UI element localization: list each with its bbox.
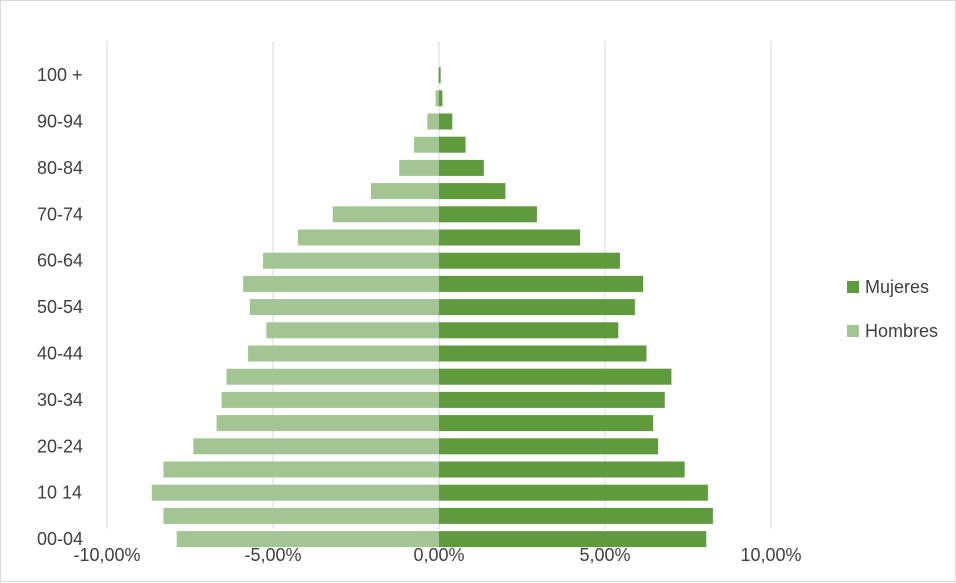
y-tick-label: 00-04 [37,529,83,549]
bar-mujeres-60-64 [439,252,620,269]
x-tick-label: 5,00% [579,545,630,565]
bar-hombres-45-49 [266,322,439,339]
bar-hombres-10-14 [151,484,439,501]
bar-hombres-40-44 [248,345,439,362]
bar-hombres-95-99 [435,90,439,107]
bar-hombres-60-64 [263,252,439,269]
bar-hombres-70-74 [332,206,439,223]
x-tick-label: 0,00% [413,545,464,565]
y-tick-label: 90-94 [37,112,83,132]
y-tick-label: 40-44 [37,344,83,364]
bar-mujeres-80-84 [439,159,484,176]
bar-mujeres-05-09 [439,507,713,524]
legend-item-hombres: Hombres [847,309,938,353]
bar-mujeres-50-54 [439,299,635,316]
bar-mujeres-75-79 [439,183,506,200]
bar-hombres-30-34 [221,391,439,408]
bar-mujeres-55-59 [439,275,644,292]
axis-labels: 00-04 10 14 20-24 30-34 40-44 50-54 60-64 70-74… [37,65,802,565]
y-tick-label: 100 + [37,65,83,85]
y-tick-label: 20-24 [37,436,83,456]
legend-item-mujeres: Mujeres [847,265,938,309]
y-tick-label: 50-54 [37,297,83,317]
bar-mujeres-20-24 [439,438,659,455]
x-tick-label: -5,00% [244,545,301,565]
bar-mujeres-10-14 [439,484,708,501]
y-tick-label: 30-34 [37,390,83,410]
x-tick-label: 10,00% [740,545,801,565]
bar-hombres-90-94 [427,113,439,130]
bar-hombres-65-69 [297,229,439,246]
bar-mujeres-65-69 [439,229,581,246]
bar-hombres-25-29 [216,415,439,432]
bar-mujeres-100-+ [439,67,441,84]
bar-hombres-80-84 [399,159,439,176]
bar-hombres-85-89 [414,136,439,153]
legend-swatch-hombres [847,325,859,337]
legend-label-hombres: Hombres [865,320,939,341]
bar-mujeres-90-94 [439,113,453,130]
bar-mujeres-00-04 [439,531,707,548]
bar-mujeres-40-44 [439,345,647,362]
bar-mujeres-30-34 [439,391,665,408]
bar-mujeres-85-89 [439,136,466,153]
x-tick-label: -10,00% [73,545,140,565]
bar-hombres-00-04 [176,531,439,548]
legend: Mujeres Hombres [847,265,938,353]
y-tick-label: 60-64 [37,251,83,271]
bar-mujeres-15-19 [439,461,685,478]
bar-hombres-20-24 [193,438,439,455]
bar-hombres-50-54 [249,299,439,316]
bar-mujeres-45-49 [439,322,619,339]
bar-mujeres-95-99 [439,90,443,107]
bar-mujeres-25-29 [439,415,654,432]
bar-hombres-05-09 [163,507,439,524]
bar-mujeres-70-74 [439,206,537,223]
bar-mujeres-35-39 [439,368,672,385]
bar-hombres-15-19 [163,461,439,478]
bar-hombres-100-+ [438,67,439,84]
legend-label-mujeres: Mujeres [865,276,930,297]
bar-hombres-35-39 [226,368,439,385]
y-tick-label: 10 14 [37,483,82,503]
bar-hombres-55-59 [243,275,439,292]
y-tick-label: 80-84 [37,158,83,178]
y-tick-label: 70-74 [37,204,83,224]
bars [151,67,713,548]
bar-hombres-75-79 [370,183,439,200]
legend-swatch-mujeres [847,281,859,293]
